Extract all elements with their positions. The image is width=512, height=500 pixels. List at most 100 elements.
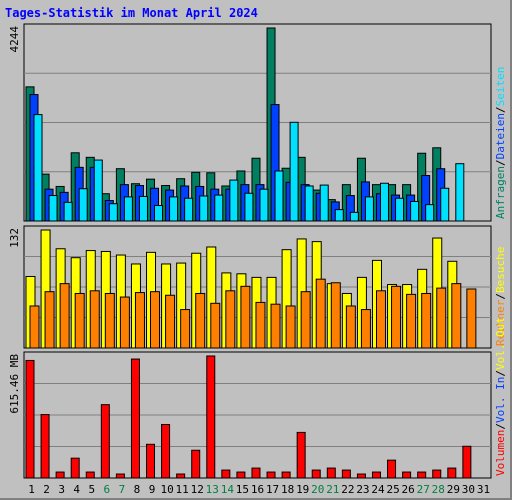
x-tick-label-day-8: 8 [134, 483, 141, 496]
panel-1-legend: Anfragen/Dateien/Seiten [494, 67, 507, 219]
bar-volumen-day-17 [266, 471, 276, 479]
bar-volumen-day-27 [417, 471, 427, 479]
bar-seiten-day-8 [138, 195, 148, 222]
bar-volumen-day-6 [100, 404, 110, 479]
bar-rechner-day-8 [134, 292, 145, 349]
bar-rechner-day-19 [300, 291, 311, 349]
bar-rechner-day-21 [330, 282, 341, 349]
bar-rechner-day-27 [421, 292, 432, 349]
bar-rechner-day-11 [180, 309, 191, 349]
bar-rechner-day-20 [315, 278, 326, 349]
bar-volumen-day-29 [447, 467, 457, 479]
bar-rechner-day-10 [165, 294, 176, 349]
panel-3-ymax-label: 615.46 MB [8, 354, 21, 414]
bar-rechner-day-24 [375, 290, 386, 349]
x-tick-label-day-11: 11 [176, 483, 189, 496]
bar-seiten-day-17 [274, 170, 284, 222]
bar-seiten-day-19 [304, 185, 314, 222]
bar-seiten-day-3 [63, 201, 73, 222]
bar-seiten-day-24 [379, 182, 389, 222]
legend-entry: Rechner [494, 299, 507, 346]
bar-seiten-day-15 [244, 192, 254, 222]
bar-volumen-day-19 [296, 431, 306, 479]
bar-volumen-day-26 [402, 471, 412, 479]
bar-volumen-day-9 [146, 443, 156, 479]
bar-seiten-day-28 [440, 187, 450, 222]
x-tick-label-day-15: 15 [236, 483, 249, 496]
x-tick-label-day-23: 23 [356, 483, 369, 496]
bar-rechner-day-28 [436, 287, 447, 349]
x-tick-label-day-7: 7 [119, 483, 126, 496]
bar-volumen-day-8 [130, 358, 140, 479]
bar-seiten-day-10 [169, 196, 179, 222]
bar-rechner-day-5 [89, 290, 100, 349]
bar-seiten-day-20 [319, 184, 329, 222]
bar-volumen-day-18 [281, 471, 291, 479]
legend-entry: / [494, 106, 507, 113]
bar-volumen-day-1 [25, 359, 35, 479]
bar-volumen-day-3 [55, 471, 65, 479]
bar-volumen-day-23 [356, 473, 366, 479]
bar-rechner-day-13 [210, 302, 221, 349]
x-tick-label-day-5: 5 [88, 483, 95, 496]
bar-volumen-day-30 [462, 445, 472, 479]
legend-entry: / [494, 293, 507, 300]
bar-rechner-day-25 [391, 285, 402, 349]
x-tick-label-day-20: 20 [311, 483, 324, 496]
bar-volumen-day-7 [115, 473, 125, 479]
legend-entry: / [494, 159, 507, 166]
x-tick-label-day-22: 22 [341, 483, 354, 496]
bar-rechner-day-3 [59, 283, 70, 349]
bar-rechner-day-6 [104, 292, 115, 349]
bar-seiten-day-14 [229, 179, 239, 222]
bar-rechner-day-23 [360, 309, 371, 349]
bar-volumen-day-2 [40, 414, 50, 479]
x-tick-label-day-1: 1 [28, 483, 35, 496]
bar-seiten-day-12 [199, 195, 209, 222]
bar-seiten-day-4 [78, 188, 88, 222]
panel-1-ymax-label: 4244 [8, 26, 21, 53]
bar-volumen-day-28 [432, 469, 442, 479]
bar-volumen-day-13 [206, 355, 216, 479]
bar-volumen-day-20 [311, 469, 321, 479]
x-tick-label-day-6: 6 [104, 483, 111, 496]
legend-entry: Besuche [494, 247, 507, 293]
x-tick-label-day-13: 13 [206, 483, 219, 496]
bar-seiten-day-5 [93, 159, 103, 222]
bar-seiten-day-18 [289, 121, 299, 222]
bar-seiten-day-9 [154, 205, 164, 222]
bar-volumen-day-22 [341, 469, 351, 479]
bar-seiten-day-21 [334, 209, 344, 222]
bar-volumen-day-4 [70, 457, 80, 479]
bar-volumen-day-21 [326, 467, 336, 479]
bar-rechner-day-14 [225, 290, 236, 349]
bar-volumen-day-10 [161, 423, 171, 479]
x-tick-label-day-30: 30 [462, 483, 475, 496]
bar-seiten-day-25 [395, 197, 405, 222]
bar-volumen-day-15 [236, 471, 246, 479]
bar-seiten-day-29 [455, 163, 465, 222]
bar-volumen-day-11 [176, 473, 186, 479]
bar-volumen-day-14 [221, 469, 231, 479]
x-tick-label-day-26: 26 [402, 483, 415, 496]
bar-rechner-day-16 [255, 301, 266, 349]
bar-seiten-day-6 [108, 203, 118, 222]
legend-entry: / [494, 370, 507, 377]
bar-seiten-day-27 [425, 204, 435, 222]
bar-rechner-day-17 [270, 303, 281, 349]
legend-entry: Volumen [494, 430, 507, 476]
legend-entry: Anfragen [494, 166, 507, 219]
bar-seiten-day-13 [214, 194, 224, 222]
bar-rechner-day-1 [29, 305, 40, 349]
x-tick-label-day-9: 9 [149, 483, 156, 496]
bar-volumen-day-24 [371, 471, 381, 479]
panel-3-legend: Volumen/Vol. In/Vol. Out [494, 317, 507, 476]
bar-seiten-day-2 [48, 195, 58, 222]
panel-2-ymax-label: 132 [8, 228, 21, 248]
x-tick-label-day-16: 16 [251, 483, 264, 496]
legend-entry: Seiten [494, 67, 507, 107]
bar-rechner-day-22 [345, 305, 356, 349]
legend-entry: Vol. Out [494, 317, 507, 370]
bar-rechner-day-4 [74, 292, 85, 349]
x-tick-label-day-24: 24 [371, 483, 385, 496]
